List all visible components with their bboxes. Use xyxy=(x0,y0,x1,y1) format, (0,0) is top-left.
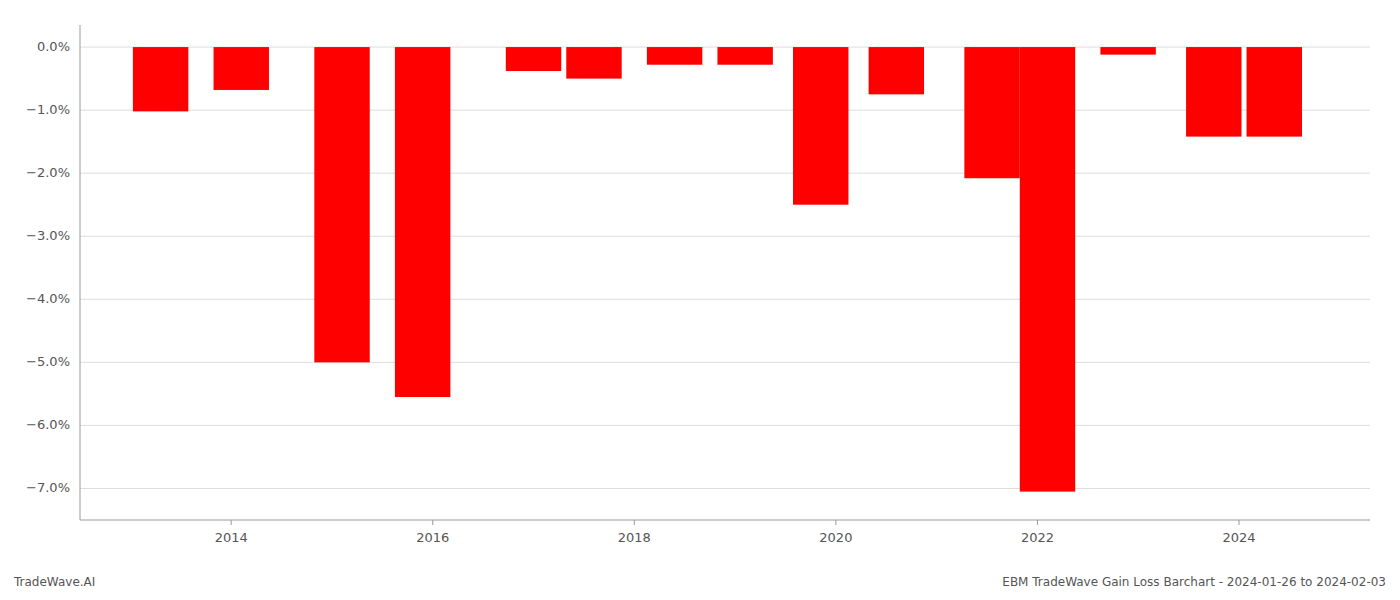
x-tick-label: 2020 xyxy=(819,530,852,545)
footer-left: TradeWave.AI xyxy=(13,575,95,589)
bar xyxy=(133,47,188,111)
y-tick-label: 0.0% xyxy=(37,39,70,54)
y-tick-labels: 0.0% −1.0% −2.0% −3.0% −4.0% −5.0% −6.0% −7.0% xyxy=(26,39,70,495)
footer-right: EBM TradeWave Gain Loss Barchart - 2024-… xyxy=(1002,575,1386,589)
grid-line xyxy=(80,425,1370,426)
y-tick-label: −7.0% xyxy=(26,480,70,495)
bar xyxy=(314,47,369,362)
grid-line xyxy=(80,236,1370,237)
x-axis-line xyxy=(80,520,1370,521)
bar xyxy=(506,47,561,71)
y-tick-label: −5.0% xyxy=(26,354,70,369)
x-tick xyxy=(835,520,836,525)
bars xyxy=(133,47,1302,492)
y-grid xyxy=(80,47,1370,488)
grid-line xyxy=(80,110,1370,111)
chart-container: 0.0% −1.0% −2.0% −3.0% −4.0% −5.0% −6.0% −7.0% 2… xyxy=(0,0,1400,600)
y-tick-label: −3.0% xyxy=(26,228,70,243)
bar xyxy=(395,47,450,397)
x-tick xyxy=(432,520,433,525)
bar xyxy=(717,47,772,65)
grid-line xyxy=(80,173,1370,174)
bar xyxy=(1020,47,1075,492)
x-tick-label: 2022 xyxy=(1021,530,1054,545)
x-tick-label: 2014 xyxy=(215,530,248,545)
x-ticks: 2014 2016 2018 2020 2022 2024 xyxy=(215,520,1256,545)
bar xyxy=(566,47,621,79)
y-tick-label: −2.0% xyxy=(26,165,70,180)
x-tick-label: 2018 xyxy=(618,530,651,545)
grid-line xyxy=(80,488,1370,489)
x-tick-label: 2024 xyxy=(1222,530,1255,545)
y-tick-label: −4.0% xyxy=(26,291,70,306)
bar xyxy=(793,47,848,205)
bar xyxy=(964,47,1019,178)
x-tick xyxy=(1238,520,1239,525)
y-tick-label: −1.0% xyxy=(26,102,70,117)
x-tick-label: 2016 xyxy=(416,530,449,545)
bar xyxy=(869,47,924,94)
chart-svg: 0.0% −1.0% −2.0% −3.0% −4.0% −5.0% −6.0% −7.0% 2… xyxy=(0,0,1400,600)
bar xyxy=(647,47,702,65)
x-tick xyxy=(1037,520,1038,525)
y-axis-line xyxy=(80,25,81,520)
bar xyxy=(214,47,269,90)
grid-line xyxy=(80,299,1370,300)
grid-line xyxy=(80,362,1370,363)
bar xyxy=(1247,47,1302,137)
bar xyxy=(1186,47,1241,137)
x-tick xyxy=(634,520,635,525)
y-tick-label: −6.0% xyxy=(26,417,70,432)
bar xyxy=(1100,47,1155,55)
x-tick xyxy=(231,520,232,525)
